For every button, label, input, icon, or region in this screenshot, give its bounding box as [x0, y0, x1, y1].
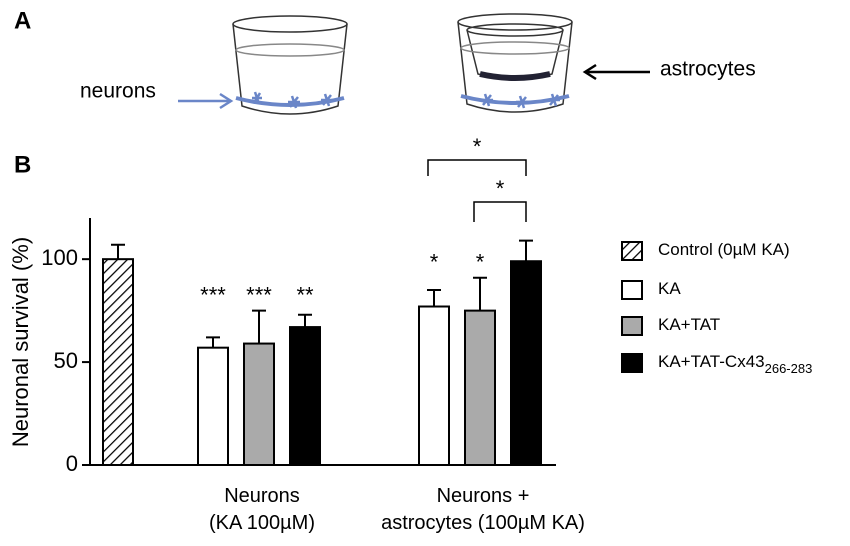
diagram-label: neurons — [80, 80, 156, 103]
error-bar — [473, 276, 487, 311]
error-bar — [111, 243, 125, 260]
y-axis-label: Neuronal survival (%) — [8, 237, 33, 447]
legend-subscript: 266-283 — [765, 361, 813, 376]
bar — [102, 258, 134, 466]
well-diagram — [232, 15, 348, 115]
legend-name: KA+TAT-Cx43 — [658, 352, 765, 371]
legend-swatch — [621, 280, 643, 300]
comparison-label: * — [496, 176, 505, 201]
significance-label: ** — [296, 282, 314, 307]
y-tick-label: 50 — [54, 348, 78, 373]
panel-label: A — [14, 7, 31, 34]
comparison-label: * — [473, 134, 482, 159]
bar — [418, 305, 450, 466]
bar — [464, 309, 496, 466]
legend-label: KA+TAT — [658, 315, 720, 334]
bar — [243, 342, 275, 466]
bar — [197, 346, 229, 466]
error-bar — [252, 309, 266, 344]
legend-label: KA — [658, 279, 681, 298]
x-tick-label: Neurons (KA 100µM) — [209, 485, 315, 534]
error-bar — [298, 313, 312, 328]
significance-label: * — [430, 250, 439, 275]
legend-label: Control (0µM KA) — [658, 240, 790, 259]
bar — [510, 260, 542, 466]
bar — [289, 326, 321, 467]
well-diagram — [457, 13, 573, 113]
significance-label: *** — [200, 282, 226, 307]
x-tick-label: Neurons + astrocytes (100µM KA) — [381, 485, 585, 534]
legend-label: KA+TAT-Cx43266-283 — [658, 352, 812, 376]
legend-name: Control (0µM KA) — [658, 240, 790, 259]
arrow — [178, 92, 234, 110]
legend-swatch — [621, 353, 643, 373]
y-tick-label: 0 — [66, 451, 78, 476]
significance-label: * — [476, 250, 485, 275]
significance-label: *** — [246, 282, 272, 307]
diagram-label: astrocytes — [660, 58, 756, 81]
legend-swatch — [621, 241, 643, 261]
arrow — [582, 63, 650, 81]
legend-swatch — [621, 316, 643, 336]
comparison-bracket — [427, 159, 527, 176]
legend-name: KA — [658, 279, 681, 298]
error-bar — [206, 336, 220, 348]
y-tick-label: 100 — [41, 245, 78, 270]
error-bar — [427, 289, 441, 307]
legend-name: KA+TAT — [658, 315, 720, 334]
panel-label: B — [14, 151, 31, 178]
comparison-bracket — [473, 201, 527, 222]
error-bar — [519, 239, 533, 262]
